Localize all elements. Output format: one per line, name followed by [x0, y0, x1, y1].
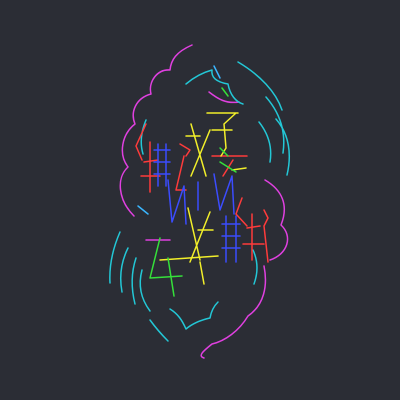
yellow-cross-glyph [187, 207, 214, 263]
blue-n-glyph-2 [213, 173, 235, 215]
yellow-top-glyph [206, 112, 239, 157]
light-blue-side-accent [137, 205, 149, 215]
red-upper-left-glyph [135, 123, 161, 193]
cyan-left-arc-1 [109, 231, 121, 284]
cyan-top-right-arc [237, 61, 283, 111]
red-glyph-strokes [135, 123, 269, 263]
cyan-inner-arc-2 [252, 249, 258, 285]
cyan-left-arc-3 [131, 257, 137, 305]
cyan-right-arc-1 [265, 96, 285, 154]
magenta-bottom-right-curve [200, 265, 267, 359]
red-upper-mid-glyph [175, 143, 191, 191]
magenta-right-curve [264, 179, 289, 261]
magenta-outline-strokes [119, 44, 289, 359]
cyan-bottom-swoosh [169, 301, 219, 330]
cyan-bottom-left-arc [149, 319, 169, 342]
blue-ladder-lower [221, 215, 241, 263]
green-top-glyph [221, 87, 229, 97]
cyan-right-arc-3 [258, 121, 272, 163]
red-lower-right-tail [263, 209, 269, 263]
cyan-top-swoosh [185, 69, 244, 105]
yellow-glyph-strokes [159, 112, 247, 285]
blue-n-glyph-1 [167, 179, 187, 225]
yellow-x-glyph [185, 123, 211, 177]
magenta-top-left-curve [119, 44, 193, 217]
cyan-left-arc-4 [139, 269, 151, 312]
light-blue-top-accent [213, 65, 221, 79]
green-small-mark [219, 147, 229, 157]
blue-ladder-upper [153, 143, 171, 187]
blue-glyph-strokes [153, 143, 241, 263]
yellow-bottom-glyph [159, 255, 219, 285]
cyan-swoosh-strokes [109, 61, 290, 342]
green-right-glyph [219, 161, 237, 173]
light-blue-accent-strokes [137, 65, 221, 215]
green-lower-glyph [149, 237, 183, 297]
red-upper-right-glyph [211, 155, 248, 177]
red-lower-right-glyph [235, 197, 265, 261]
magenta-top-right-curve [208, 91, 240, 104]
yellow-small-tick [231, 167, 247, 171]
cyan-left-arc-2 [119, 247, 129, 293]
cyan-inner-arc-1 [140, 119, 147, 155]
cyan-right-arc-2 [275, 118, 290, 176]
green-glyph-strokes [149, 87, 237, 297]
